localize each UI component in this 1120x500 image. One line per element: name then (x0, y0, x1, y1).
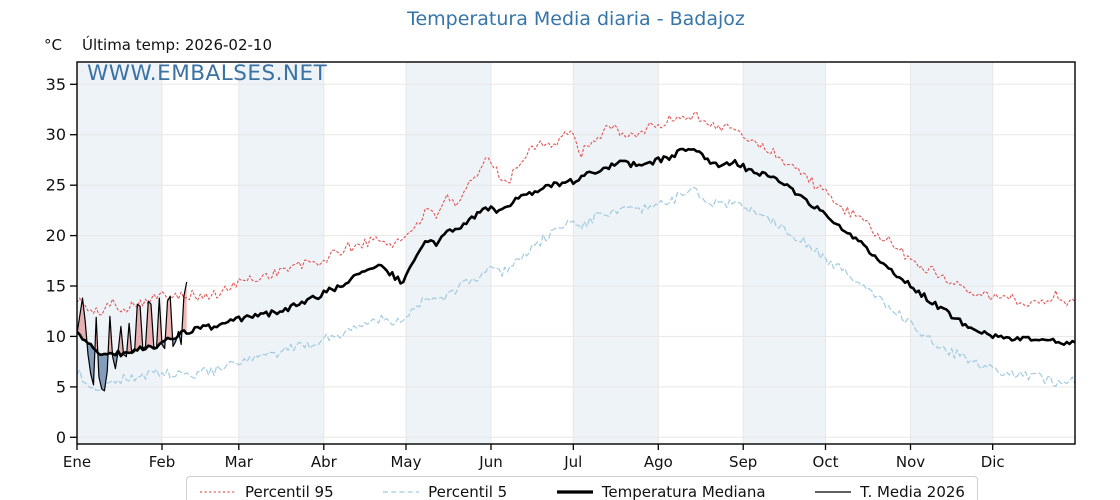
svg-text:5: 5 (56, 377, 66, 396)
svg-text:Oct: Oct (813, 453, 839, 471)
svg-text:Sep: Sep (729, 453, 757, 471)
percentil-95-line-swatch-icon (200, 491, 236, 493)
legend-label: T. Media 2026 (860, 483, 965, 500)
svg-text:Feb: Feb (149, 453, 176, 471)
legend-label: Temperatura Mediana (601, 483, 766, 500)
svg-text:15: 15 (46, 277, 66, 296)
t-media-2026-line-swatch-icon (815, 491, 852, 493)
last-temp-label: Última temp: 2026-02-10 (82, 36, 273, 54)
legend-item-percentil-95: Percentil 95 (199, 483, 334, 500)
svg-text:Abr: Abr (311, 453, 338, 471)
percentil-5-line-swatch-icon (383, 491, 420, 493)
watermark: WWW.EMBALSES.NET (87, 61, 328, 86)
legend-item-percentil-5: Percentil 5 (382, 483, 507, 500)
svg-text:Nov: Nov (896, 453, 925, 471)
svg-text:Ene: Ene (63, 453, 91, 471)
svg-text:Jul: Jul (563, 453, 582, 471)
legend-item-temperatura-mediana: Temperatura Mediana (556, 483, 766, 500)
svg-text:May: May (390, 453, 421, 471)
temperatura-mediana-line-swatch-icon (556, 490, 593, 494)
legend-label: Percentil 95 (245, 483, 334, 500)
page-title: Temperatura Media diaria - Badajoz (407, 8, 745, 30)
svg-text:25: 25 (46, 176, 66, 195)
svg-text:35: 35 (46, 75, 66, 94)
svg-text:Dic: Dic (981, 453, 1005, 471)
svg-text:Jun: Jun (478, 453, 502, 471)
svg-text:Ago: Ago (644, 453, 673, 471)
svg-text:10: 10 (46, 327, 66, 346)
svg-text:20: 20 (46, 226, 66, 245)
svg-text:Mar: Mar (225, 453, 254, 471)
svg-text:30: 30 (46, 125, 66, 144)
legend-label: Percentil 5 (428, 483, 508, 500)
legend: Percentil 95 Percentil 5 Temperatura Med… (186, 476, 978, 500)
y-axis-unit-label: °C (44, 36, 62, 54)
legend-item-t-media-2026: T. Media 2026 (814, 483, 965, 500)
svg-text:0: 0 (56, 428, 66, 447)
